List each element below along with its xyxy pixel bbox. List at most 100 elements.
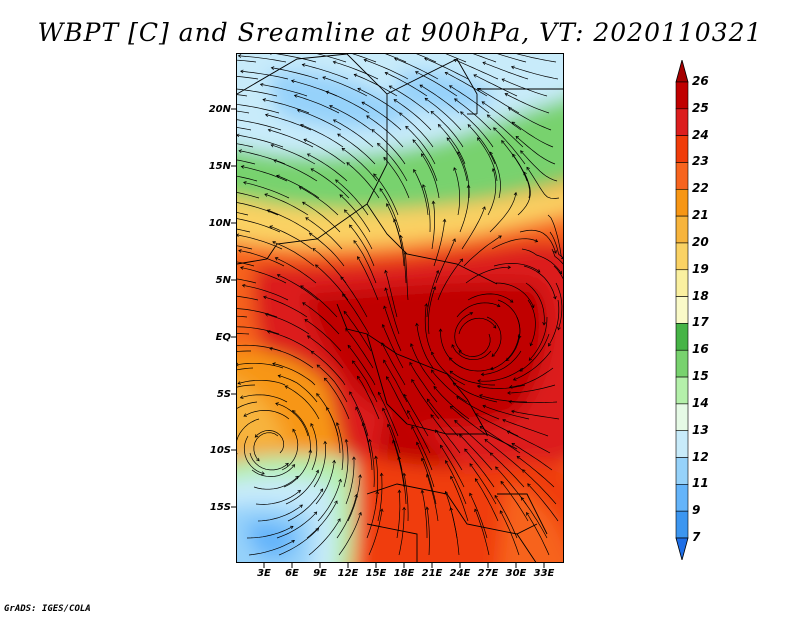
streamline-arrowhead <box>513 191 518 196</box>
streamline <box>307 153 348 182</box>
streamline-arrowhead <box>384 287 388 291</box>
streamline-arrowhead <box>512 153 516 158</box>
streamline <box>392 440 405 488</box>
streamline-arrowhead <box>452 382 457 387</box>
colorbar-level-label: 12 <box>692 449 709 464</box>
streamline <box>270 144 316 165</box>
streamline-arrowhead <box>527 483 531 487</box>
streamline <box>453 167 460 216</box>
streamline-arrowhead <box>502 418 506 423</box>
streamline <box>450 507 460 556</box>
streamline-arrowhead <box>523 171 527 176</box>
streamline <box>341 148 378 182</box>
streamline-arrowhead <box>501 140 505 144</box>
streamline-arrowhead <box>335 422 340 426</box>
streamline-arrowhead <box>315 527 320 532</box>
streamline <box>385 72 428 97</box>
streamline-arrowhead <box>264 193 268 197</box>
streamline <box>357 256 379 301</box>
streamline-arrowhead <box>237 381 241 385</box>
streamline-arrowhead <box>302 201 306 205</box>
streamline <box>435 238 456 284</box>
streamline <box>389 85 430 114</box>
streamline-arrowhead <box>399 234 403 239</box>
streamline <box>240 267 287 284</box>
streamline <box>237 333 250 335</box>
streamline <box>527 299 536 346</box>
streamline <box>383 157 410 199</box>
streamline <box>502 419 549 437</box>
streamline-arrowhead <box>343 310 348 315</box>
streamline <box>322 76 368 97</box>
streamline-arrowhead <box>466 184 471 189</box>
streamline <box>237 384 256 388</box>
streamline-arrowhead <box>511 121 516 126</box>
streamline-arrowhead <box>491 167 496 172</box>
streamline <box>237 315 248 318</box>
streamline-arrowhead <box>414 71 419 75</box>
streamline-arrowhead <box>261 471 265 475</box>
colorbar-level-label: 26 <box>692 74 709 88</box>
streamline-arrowhead <box>310 168 315 172</box>
streamline <box>521 248 562 275</box>
streamline-arrowhead <box>516 455 521 460</box>
streamline-arrowhead <box>458 350 463 354</box>
streamline-arrowhead <box>335 179 339 183</box>
streamline-arrowhead <box>306 335 311 339</box>
streamline <box>237 212 249 216</box>
colorbar-bottom-arrow <box>675 537 689 560</box>
streamline-arrowhead <box>301 63 306 67</box>
streamline-arrowhead <box>548 342 552 347</box>
streamline-arrowhead <box>464 448 468 453</box>
streamline <box>316 54 347 63</box>
streamline-arrowhead <box>425 506 430 511</box>
streamline <box>555 282 563 330</box>
streamline <box>315 460 335 505</box>
streamline-arrowhead <box>323 440 328 445</box>
streamline-arrowhead <box>341 147 346 152</box>
streamline-arrowhead <box>308 449 313 453</box>
colorbar-segment <box>675 135 689 163</box>
lat-tick-label: 15N <box>208 161 231 172</box>
streamline <box>459 185 470 233</box>
colorbar-segment <box>675 457 689 485</box>
streamline <box>454 312 473 352</box>
streamline-arrowhead <box>344 438 349 443</box>
lat-tick-label: 5N <box>215 275 231 286</box>
streamline-arrowhead <box>240 165 245 169</box>
streamline <box>553 265 563 280</box>
streamline-arrowhead <box>383 156 387 161</box>
streamline <box>475 413 519 437</box>
streamline-arrowhead <box>275 402 279 406</box>
streamline-arrowhead <box>477 379 481 383</box>
streamline-arrowhead <box>363 58 368 63</box>
streamline-arrowhead <box>526 512 530 516</box>
streamline <box>431 201 435 250</box>
streamline-arrowhead <box>419 84 423 88</box>
streamline <box>493 263 541 273</box>
streamline-arrowhead <box>243 413 248 417</box>
colorbar-segment <box>675 376 689 405</box>
streamline-arrowhead <box>316 393 320 397</box>
streamline <box>346 162 380 199</box>
streamline <box>456 396 500 420</box>
streamline-arrowhead <box>381 342 385 346</box>
streamline-arrowhead <box>264 312 269 317</box>
streamline <box>345 328 374 369</box>
streamline <box>237 418 260 441</box>
streamline-arrowhead <box>420 489 425 494</box>
streamline <box>357 88 400 114</box>
streamline-arrowhead <box>237 133 240 138</box>
colorbar-level-label: 15 <box>692 369 709 384</box>
streamline <box>352 54 377 63</box>
streamline <box>237 59 257 63</box>
streamline-arrowhead <box>237 233 240 238</box>
streamline <box>385 54 407 63</box>
streamline <box>449 370 495 386</box>
streamline-arrowhead <box>412 139 416 143</box>
streamline-arrowhead <box>314 264 319 268</box>
streamline <box>377 473 383 522</box>
streamline-arrowhead <box>340 276 344 280</box>
streamline-arrowhead <box>490 366 494 371</box>
streamline <box>411 379 440 420</box>
